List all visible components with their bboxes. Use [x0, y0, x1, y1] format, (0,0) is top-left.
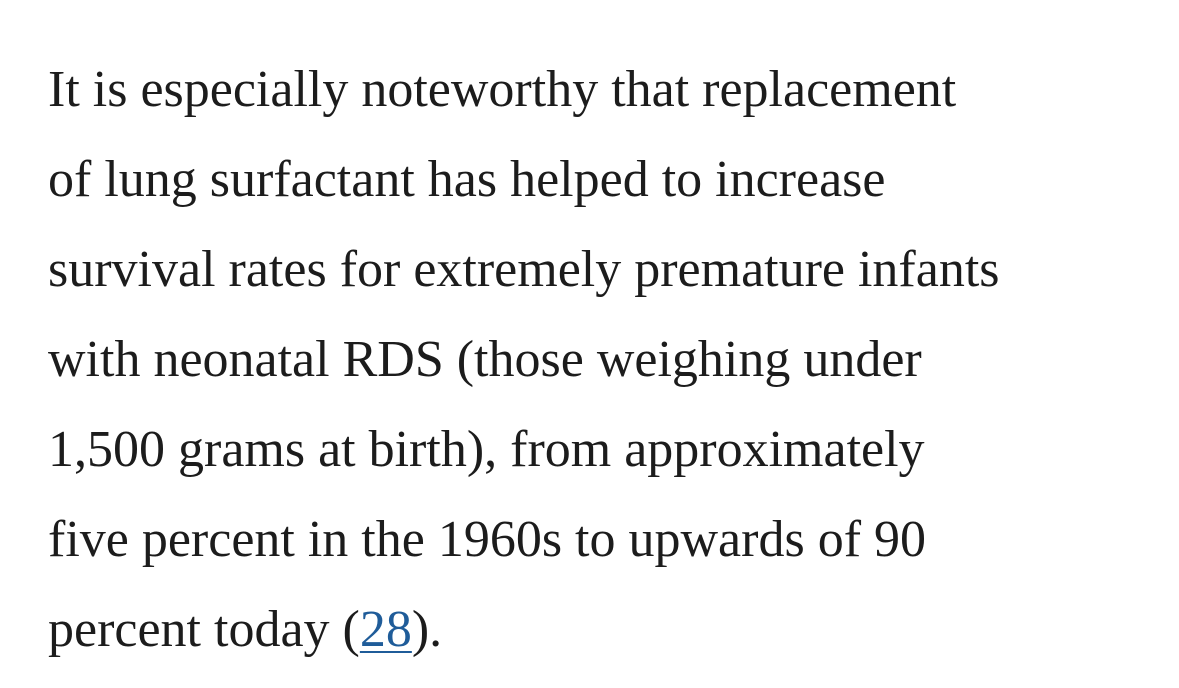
text-line: of lung surfactant has helped to increas…	[48, 151, 886, 208]
text-line: percent today (28).	[48, 585, 1000, 675]
text-line: five percent in the 1960s to upwards of …	[48, 511, 927, 568]
text: ).	[411, 601, 443, 658]
text-line: It is especially noteworthy that replace…	[48, 61, 957, 118]
paragraph: It is especially noteworthy that replace…	[48, 45, 1000, 675]
text-line: 1,500 grams at birth), from approximatel…	[48, 421, 925, 478]
text-line: with neonatal RDS (those weighing under	[48, 331, 922, 388]
text-line: survival rates for extremely premature i…	[48, 241, 1000, 298]
text: percent today (	[48, 601, 360, 658]
citation-link[interactable]: 28	[359, 601, 412, 658]
